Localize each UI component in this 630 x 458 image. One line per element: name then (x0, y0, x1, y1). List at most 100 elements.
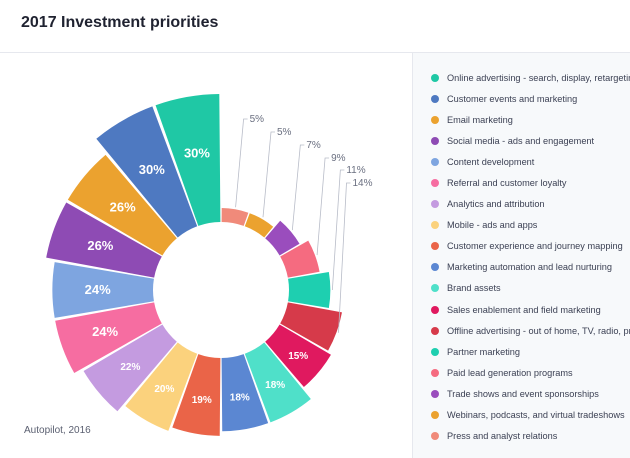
legend: Online advertising - search, display, re… (412, 53, 630, 458)
legend-item: Paid lead generation programs (431, 362, 630, 383)
leader-line (291, 144, 305, 231)
segment-value-label: 18% (265, 380, 285, 391)
legend-swatch (431, 136, 439, 145)
legend-label: Webinars, podcasts, and virtual tradesho… (447, 410, 625, 421)
segment-value-label: 22% (120, 362, 140, 373)
legend-swatch (431, 305, 439, 314)
legend-list: Online advertising - search, display, re… (431, 67, 630, 447)
legend-swatch (431, 432, 439, 441)
legend-label: Partner marketing (447, 346, 521, 357)
legend-swatch (431, 157, 439, 166)
segment-value-label: 18% (230, 393, 250, 404)
legend-label: Offline advertising - out of home, TV, r… (447, 325, 630, 336)
legend-item: Content development (431, 151, 630, 172)
legend-item: Sales enablement and field marketing (431, 299, 630, 320)
header-divider (0, 52, 630, 53)
legend-item: Online advertising - search, display, re… (431, 67, 630, 88)
donut-segment (67, 154, 177, 256)
leader-line (262, 131, 275, 218)
donut-segment (244, 342, 311, 423)
legend-item: Email marketing (431, 109, 630, 130)
legend-item: Customer events and marketing (431, 88, 630, 109)
legend-item: Customer experience and journey mapping (431, 236, 630, 257)
legend-swatch (431, 326, 439, 335)
leader-line (338, 182, 351, 333)
segment-value-label: 20% (154, 384, 174, 395)
donut-segment (221, 208, 249, 226)
legend-label: Press and analyst relations (447, 431, 558, 442)
legend-swatch (431, 242, 439, 251)
donut-segment (280, 240, 320, 278)
segment-value-label: 14% (352, 178, 372, 189)
legend-label: Analytics and attribution (447, 199, 545, 210)
donut-segment (265, 324, 331, 388)
legend-label: Sales enablement and field marketing (447, 304, 601, 315)
legend-label: Referral and customer loyalty (447, 178, 567, 189)
segment-value-label: 5% (250, 114, 265, 125)
segment-value-label: 26% (110, 199, 136, 214)
segment-value-label: 15% (288, 351, 308, 362)
segment-value-label: 5% (277, 127, 292, 138)
leader-line (235, 118, 248, 208)
segment-value-label: 19% (192, 395, 212, 406)
legend-label: Trade shows and event sponsorships (447, 388, 599, 399)
legend-label: Email marketing (447, 114, 513, 125)
legend-swatch (431, 221, 439, 230)
donut-segment (288, 271, 331, 309)
legend-item: Webinars, podcasts, and virtual tradesho… (431, 405, 630, 426)
leader-line (331, 169, 345, 291)
legend-swatch (431, 94, 439, 103)
legend-swatch (431, 284, 439, 293)
donut-segment (280, 302, 342, 351)
segment-value-label: 30% (139, 162, 165, 177)
legend-swatch (431, 389, 439, 398)
donut-segment (52, 262, 154, 318)
donut-chart: 30% 30% 26% 26% 24% 24% 22% 20% 19% 18% 18% 15% 14% 1… (46, 94, 373, 436)
legend-swatch (431, 179, 439, 188)
legend-item: Marketing automation and lead nurturing (431, 257, 630, 278)
legend-label: Brand assets (447, 283, 501, 294)
legend-item: Social media - ads and engagement (431, 130, 630, 151)
legend-label: Social media - ads and engagement (447, 135, 595, 146)
donut-segment (83, 324, 177, 412)
segment-value-label: 24% (85, 282, 111, 297)
chart-title: 2017 Investment priorities (21, 14, 219, 31)
donut-segment (125, 342, 198, 431)
segment-value-label: 7% (306, 140, 321, 151)
segment-value-label: 9% (331, 153, 346, 164)
legend-item: Analytics and attribution (431, 194, 630, 215)
legend-item: Brand assets (431, 278, 630, 299)
donut-segment (96, 106, 198, 238)
legend-label: Content development (447, 156, 535, 167)
legend-label: Customer events and marketing (447, 93, 578, 104)
segment-value-label: 26% (87, 238, 113, 253)
legend-label: Customer experience and journey mapping (447, 241, 623, 252)
legend-label: Mobile - ads and apps (447, 220, 538, 231)
legend-swatch (431, 263, 439, 272)
legend-swatch (431, 200, 439, 209)
legend-swatch (431, 115, 439, 124)
donut-segment (172, 354, 221, 436)
donut-segment (55, 302, 162, 374)
legend-item: Trade shows and event sponsorships (431, 383, 630, 404)
legend-item: Referral and customer loyalty (431, 172, 630, 193)
segment-value-label: 11% (346, 165, 365, 176)
legend-swatch (431, 368, 439, 377)
leader-line (316, 157, 330, 256)
legend-swatch (431, 347, 439, 356)
legend-label: Paid lead generation programs (447, 367, 573, 378)
donut-segment (46, 202, 162, 278)
legend-item: Partner marketing (431, 341, 630, 362)
source-note: Autopilot, 2016 (24, 425, 91, 436)
legend-item: Press and analyst relations (431, 426, 630, 447)
segment-value-label: 30% (184, 146, 210, 161)
legend-item: Offline advertising - out of home, TV, r… (431, 320, 630, 341)
legend-swatch (431, 73, 439, 82)
segment-value-label: 24% (92, 324, 118, 339)
legend-label: Online advertising - search, display, re… (447, 72, 630, 83)
donut-segment (221, 354, 269, 432)
donut-segment (155, 94, 221, 226)
donut-segment (265, 220, 300, 256)
legend-item: Mobile - ads and apps (431, 215, 630, 236)
legend-swatch (431, 411, 439, 420)
